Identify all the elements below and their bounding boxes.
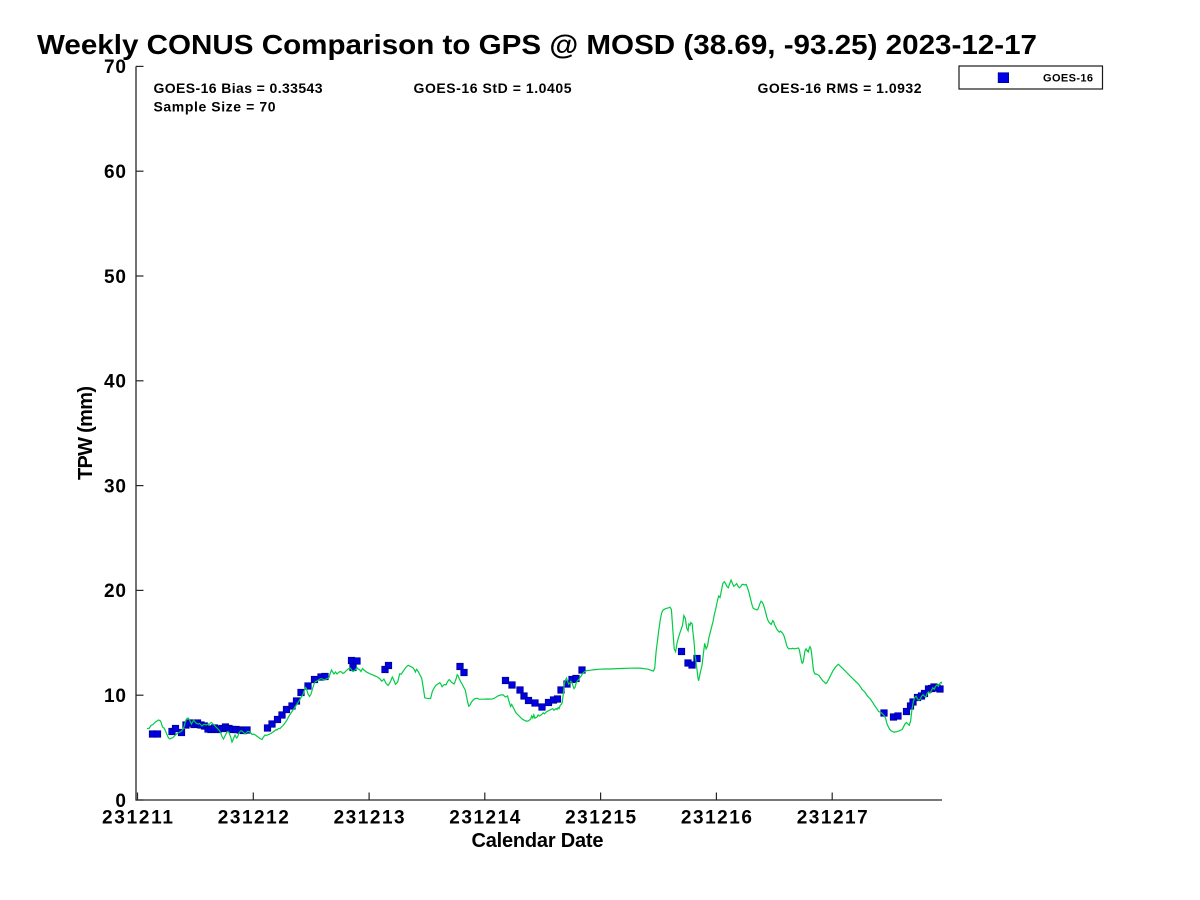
svg-text:Calendar Date: Calendar Date	[472, 830, 604, 852]
svg-text:30: 30	[104, 476, 126, 497]
svg-text:GOES-16 Bias = 0.33543: GOES-16 Bias = 0.33543	[154, 80, 323, 96]
svg-text:231215: 231215	[565, 808, 636, 829]
svg-text:GOES-16: GOES-16	[1043, 72, 1093, 84]
svg-text:231213: 231213	[334, 808, 405, 829]
svg-text:GOES-16 RMS = 1.0932: GOES-16 RMS = 1.0932	[758, 80, 922, 96]
svg-text:TPW (mm): TPW (mm)	[75, 386, 97, 480]
svg-text:10: 10	[104, 686, 126, 707]
svg-text:50: 50	[104, 267, 126, 288]
svg-text:70: 70	[104, 57, 126, 78]
svg-text:231217: 231217	[797, 808, 868, 829]
svg-text:GOES-16 StD = 1.0405: GOES-16 StD = 1.0405	[414, 80, 572, 96]
svg-text:0: 0	[115, 791, 126, 812]
svg-text:231212: 231212	[218, 808, 289, 829]
svg-text:Sample Size = 70: Sample Size = 70	[154, 99, 276, 115]
svg-text:20: 20	[104, 581, 126, 602]
svg-text:231216: 231216	[681, 808, 752, 829]
svg-text:Weekly CONUS Comparison to GPS: Weekly CONUS Comparison to GPS @ MOSD (3…	[37, 29, 1037, 60]
svg-text:231214: 231214	[449, 808, 520, 829]
svg-text:60: 60	[104, 162, 126, 183]
svg-text:40: 40	[104, 372, 126, 393]
